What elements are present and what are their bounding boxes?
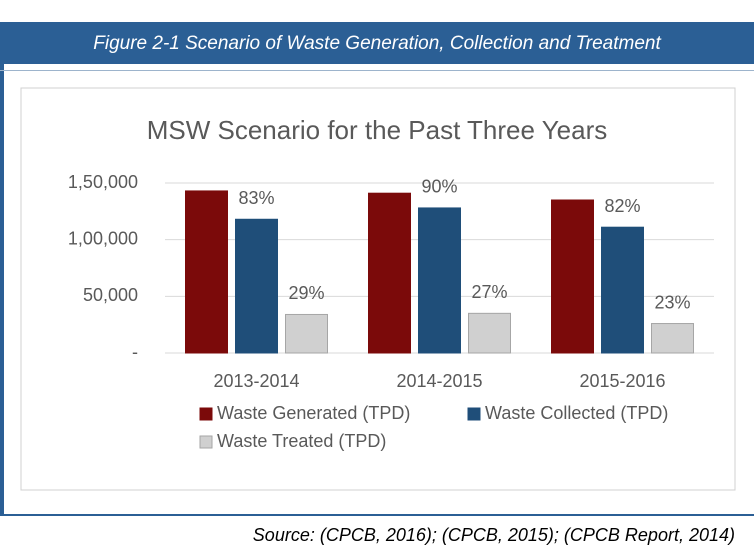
legend-swatch (199, 435, 213, 449)
legend-label: Waste Generated (TPD) (217, 403, 410, 423)
source-note: Source: (CPCB, 2016); (CPCB, 2015); (CPC… (253, 525, 735, 545)
data-annotation: 82% (604, 196, 640, 216)
data-annotation: 29% (288, 283, 324, 303)
bar (601, 226, 644, 354)
legend-label: Waste Treated (TPD) (217, 431, 386, 451)
x-tick-label: 2013-2014 (213, 371, 299, 391)
legend-swatch (199, 407, 213, 421)
y-tick-label: 1,50,000 (68, 172, 138, 192)
bar (651, 323, 694, 354)
bar (368, 192, 411, 354)
x-tick-label: 2015-2016 (579, 371, 665, 391)
bar (285, 313, 328, 354)
data-annotation: 27% (471, 282, 507, 302)
x-tick-label: 2014-2015 (396, 371, 482, 391)
bar (235, 218, 278, 354)
bar (468, 312, 511, 354)
header-band (0, 22, 754, 64)
bar (185, 190, 228, 354)
bar (418, 207, 461, 354)
figure-caption: Figure 2-1 Scenario of Waste Generation,… (93, 33, 661, 54)
legend-swatch (467, 407, 481, 421)
y-tick-label: 1,00,000 (68, 228, 138, 248)
chart-title: MSW Scenario for the Past Three Years (147, 115, 608, 145)
data-annotation: 83% (238, 188, 274, 208)
bar (551, 199, 594, 354)
y-tick-label: - (132, 342, 138, 362)
legend-label: Waste Collected (TPD) (485, 403, 668, 423)
frame-left (0, 64, 4, 516)
data-annotation: 23% (654, 292, 690, 312)
data-annotation: 90% (421, 177, 457, 197)
rule (0, 70, 754, 71)
frame-bottom (0, 514, 754, 516)
y-tick-label: 50,000 (83, 285, 138, 305)
